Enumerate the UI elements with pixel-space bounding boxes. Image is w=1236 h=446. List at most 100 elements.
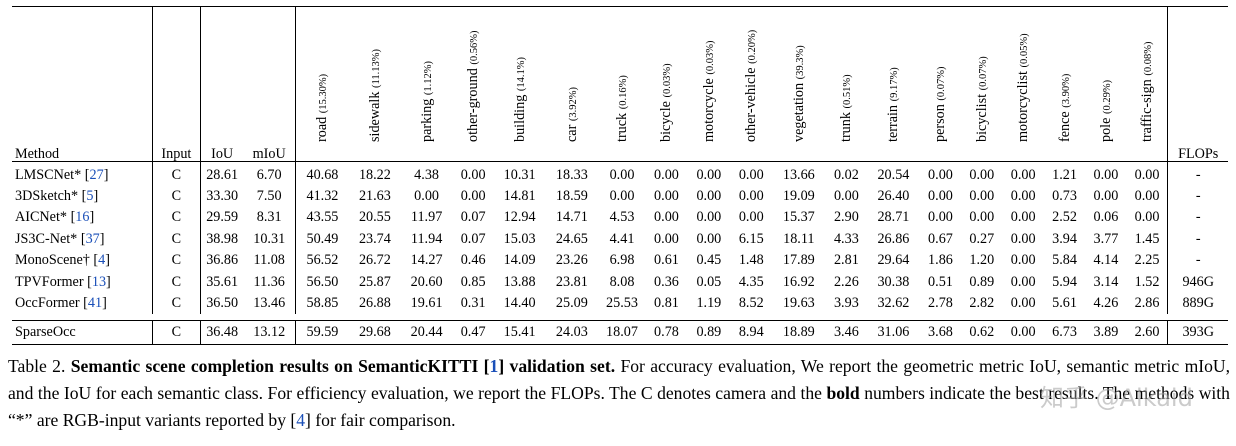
class-header-other-vehicle: other-vehicle (0.20%) — [730, 6, 772, 162]
class-iou-road: 59.59 — [295, 320, 350, 345]
class-frequency: (0.03%) — [704, 40, 716, 75]
class-iou-fence: 1.21 — [1052, 166, 1077, 183]
class-header-truck: truck (0.16%) — [598, 6, 646, 162]
class-iou-fence: 0.73 — [1052, 187, 1077, 204]
class-iou-person: 0.00 — [928, 209, 953, 226]
class-frequency: (3.90%) — [1060, 73, 1072, 108]
class-frequency: (11.13%) — [370, 48, 382, 88]
class-iou-traffic-sign: 1.52 — [1134, 273, 1160, 290]
caption-text-c: ] for fair comparison. — [305, 410, 456, 430]
class-header-label: terrain (9.17%) — [885, 66, 902, 142]
class-iou-bicyclist: 0.00 — [969, 166, 995, 183]
citation-link[interactable]: 4 — [98, 252, 106, 269]
class-iou-bicycle: 0.81 — [654, 294, 679, 311]
class-iou-road: 41.32 — [306, 187, 339, 204]
class-iou-vegetation: 13.66 — [782, 166, 815, 183]
class-header-bicycle: bicycle (0.03%) — [645, 6, 688, 162]
table-row: AICNet* [16] C 29.59 8.31 43.55 20.55 11.97 0.0… — [12, 206, 1228, 229]
iou-cell: 28.61 — [206, 166, 239, 183]
miou-cell: 11.08 — [243, 249, 296, 271]
miou-cell: 10.31 — [243, 228, 296, 250]
class-iou-trunk: 2.26 — [833, 273, 859, 290]
caption-title: Semantic scene completion results on Sem… — [70, 356, 616, 376]
class-iou-terrain: 30.38 — [877, 273, 910, 290]
class-iou-road: 43.55 — [306, 209, 339, 226]
class-header-label: road (15.30%) — [314, 73, 331, 142]
citation-link[interactable]: 16 — [75, 209, 90, 226]
method-cell: JS3C-Net* [37] — [12, 228, 154, 250]
class-iou-person: 2.78 — [928, 294, 953, 311]
table-row: OccFormer [41] C 36.50 13.46 58.85 26.88 19.61… — [12, 292, 1228, 314]
table-caption: Table 2. Semantic scene completion resul… — [8, 353, 1230, 434]
class-iou-building: 13.88 — [503, 273, 536, 290]
class-iou-building: 15.03 — [503, 230, 536, 247]
input-cell: C — [152, 320, 201, 345]
class-iou-traffic-sign: 1.45 — [1134, 230, 1160, 247]
class-iou-other-ground: 0.00 — [460, 166, 486, 183]
class-iou-fence: 5.84 — [1052, 252, 1077, 269]
citation-link[interactable]: 37 — [85, 230, 100, 247]
flops-cell: - — [1167, 161, 1228, 186]
class-iou-trunk: 0.00 — [833, 187, 859, 204]
class-iou-other-vehicle: 0.00 — [738, 166, 764, 183]
citation-link[interactable]: 13 — [91, 273, 107, 290]
class-iou-truck: 6.98 — [609, 252, 635, 269]
class-header-road: road (15.30%) — [295, 6, 350, 162]
class-iou-road: 58.85 — [306, 294, 339, 311]
table-body: LMSCNet* [27] C 28.61 6.70 40.68 18.22 4.38 0.0… — [12, 161, 1228, 345]
class-iou-trunk: 3.93 — [833, 294, 859, 311]
caption-text-b: numbers indicate the best results. The m… — [8, 383, 1230, 430]
class-iou-other-ground: 0.07 — [460, 230, 486, 247]
method-cell: SparseOcc — [12, 320, 154, 345]
class-iou-bicycle: 0.36 — [654, 273, 679, 290]
class-iou-truck: 0.00 — [609, 166, 635, 183]
class-iou-bicycle: 0.00 — [654, 230, 679, 247]
iou-cell: 33.30 — [206, 187, 239, 204]
flops-cell: - — [1167, 206, 1228, 229]
class-iou-building: 14.81 — [503, 187, 536, 204]
input-cell: C — [152, 206, 201, 229]
class-iou-traffic-sign: 2.86 — [1134, 294, 1160, 311]
flops-cell: 889G — [1167, 292, 1228, 314]
caption-text-cite[interactable]: 4 — [296, 410, 306, 430]
class-header-label: bicyclist (0.07%) — [973, 55, 990, 142]
class-header-label: fence (3.90%) — [1056, 73, 1073, 142]
class-header-trunk: trunk (0.51%) — [825, 6, 868, 162]
results-table: Method Input IoU mIoU road (15.30%) sidew… — [12, 6, 1228, 345]
class-frequency: (39.3%) — [794, 44, 806, 79]
class-iou-motorcyclist: 0.00 — [1002, 320, 1044, 345]
class-header-sidewalk: sidewalk (11.13%) — [349, 6, 401, 162]
caption-title-cite[interactable]: 1 — [489, 356, 499, 376]
flops-cell: 393G — [1167, 320, 1228, 345]
class-iou-truck: 4.53 — [609, 209, 635, 226]
class-iou-vegetation: 16.92 — [782, 273, 815, 290]
class-iou-motorcyclist: 0.00 — [1010, 294, 1036, 311]
citation-link[interactable]: 41 — [87, 294, 103, 311]
miou-cell: 13.12 — [243, 320, 296, 345]
class-iou-parking: 19.61 — [410, 294, 443, 311]
class-frequency: (0.03%) — [662, 62, 674, 97]
class-header-label: car (3.92%) — [563, 86, 580, 142]
class-iou-building: 15.41 — [493, 320, 546, 345]
class-iou-vegetation: 19.63 — [782, 294, 815, 311]
class-header-building: building (14.1%) — [493, 6, 546, 162]
citation-link[interactable]: 5 — [86, 187, 94, 204]
class-iou-pole: 0.00 — [1093, 187, 1119, 204]
class-iou-bicycle: 0.78 — [645, 320, 688, 345]
class-iou-fence: 2.52 — [1052, 209, 1077, 226]
method-cell: MonoScene† [4] — [12, 249, 154, 271]
class-iou-sidewalk: 23.74 — [358, 230, 391, 247]
iou-cell: 36.50 — [206, 294, 239, 311]
class-header-label: truck (0.16%) — [613, 74, 630, 142]
citation-link[interactable]: 27 — [89, 166, 104, 183]
class-iou-terrain: 26.86 — [877, 230, 910, 247]
class-iou-bicycle: 0.00 — [654, 166, 679, 183]
class-iou-terrain: 32.62 — [877, 294, 910, 311]
class-frequency: (0.16%) — [617, 74, 629, 109]
class-iou-bicyclist: 0.62 — [961, 320, 1003, 345]
class-iou-other-vehicle: 6.15 — [738, 230, 764, 247]
class-iou-trunk: 4.33 — [833, 230, 859, 247]
iou-cell: 29.59 — [206, 209, 239, 226]
class-header-label: other-vehicle (0.20%) — [742, 29, 759, 142]
class-iou-car: 24.65 — [555, 230, 588, 247]
